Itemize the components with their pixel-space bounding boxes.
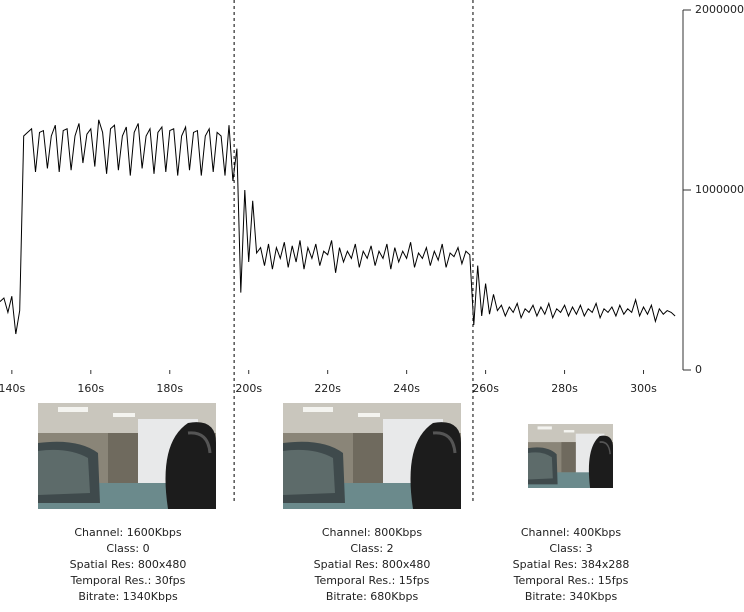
caption-line: Channel: 800Kbps [322,526,423,539]
caption-line: Channel: 1600Kbps [74,526,182,539]
caption-line: Spatial Res: 800x480 [70,558,187,571]
caption-line: Temporal Res.: 15fps [513,574,629,587]
bitrate-line [0,119,676,335]
x-tick-label: 160s [77,382,104,395]
x-tick-label: 180s [156,382,183,395]
x-tick-label: 300s [630,382,657,395]
video-frame [283,403,461,509]
caption-line: Class: 2 [350,542,393,555]
caption-line: Spatial Res: 800x480 [314,558,431,571]
x-tick-label: 200s [235,382,262,395]
x-tick-label: 240s [393,382,420,395]
caption-line: Bitrate: 340Kbps [525,590,618,603]
video-frame [528,424,613,488]
y-tick-label: 0 [695,363,702,376]
caption-line: Channel: 400Kbps [521,526,622,539]
x-tick-label: 220s [314,382,341,395]
caption-line: Temporal Res.: 15fps [314,574,430,587]
caption-line: Class: 3 [549,542,592,555]
caption-line: Spatial Res: 384x288 [513,558,630,571]
x-tick-label: 260s [472,382,499,395]
x-tick-label: 280s [551,382,578,395]
video-frame [38,403,216,509]
caption-line: Bitrate: 1340Kbps [78,590,178,603]
y-tick-label: 2000000 [695,3,744,16]
y-tick-label: 1000000 [695,183,744,196]
caption-line: Temporal Res.: 30fps [70,574,186,587]
caption-line: Class: 0 [106,542,149,555]
x-tick-label: 140s [0,382,25,395]
caption-line: Bitrate: 680Kbps [326,590,419,603]
